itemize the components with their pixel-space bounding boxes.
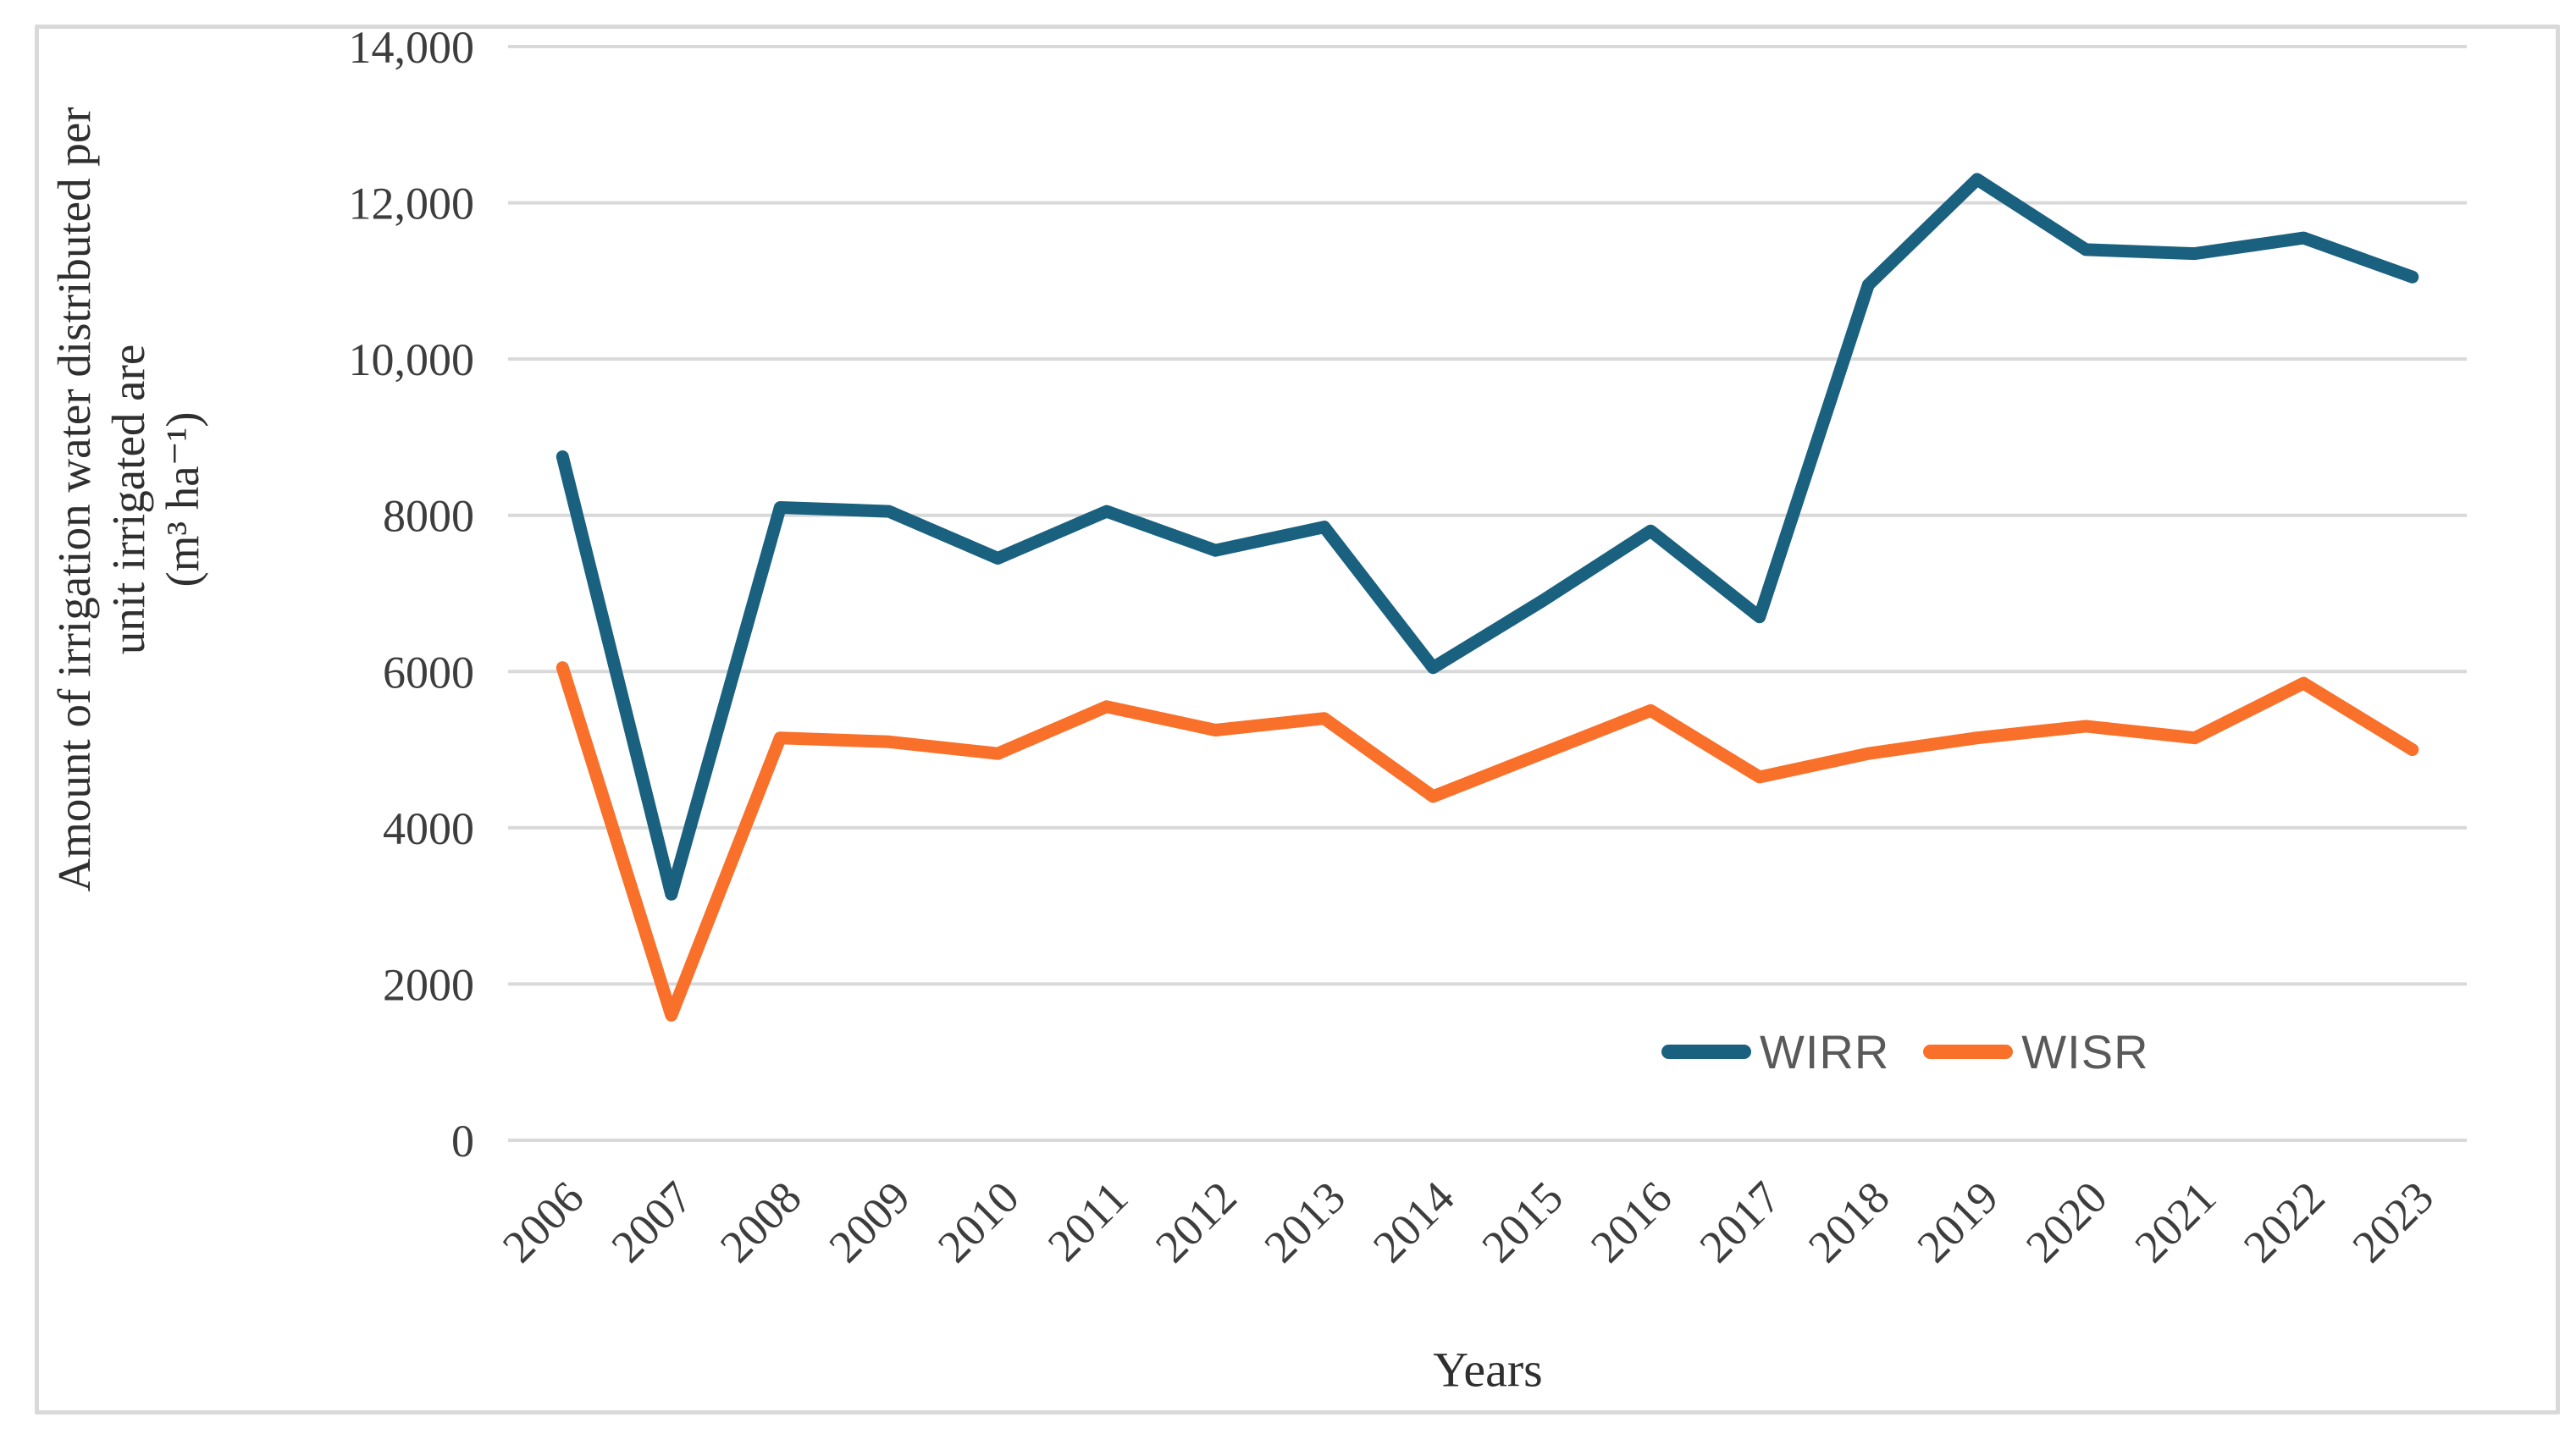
y-tick-label-6000: 6000 <box>383 647 474 698</box>
series-line-wirr <box>556 173 2419 901</box>
x-tick-label-2023: 2023 <box>2342 1172 2443 1272</box>
y-tick-label-2000: 2000 <box>383 959 474 1010</box>
x-tick-label-2016: 2016 <box>1581 1172 1682 1272</box>
series-line-wisr <box>556 661 2419 1022</box>
legend-label-wirr: WIRR <box>1760 1025 1890 1078</box>
x-tick-label-2009: 2009 <box>819 1172 920 1272</box>
x-tick-label-2017: 2017 <box>1689 1172 1790 1272</box>
x-tick-label-2022: 2022 <box>2234 1172 2335 1272</box>
x-tick-label-2015: 2015 <box>1472 1172 1573 1272</box>
y-tick-label-10,000: 10,000 <box>349 334 475 385</box>
chart-outer-border <box>35 25 2560 1415</box>
x-tick-label-2012: 2012 <box>1146 1172 1247 1272</box>
legend-item-wirr: WIRR <box>1661 1024 1889 1079</box>
x-tick-label-2008: 2008 <box>710 1172 811 1272</box>
y-tick-label-14,000: 14,000 <box>349 22 475 73</box>
x-tick-label-2011: 2011 <box>1038 1172 1137 1271</box>
x-tick-label-2006: 2006 <box>493 1172 594 1272</box>
y-tick-label-4000: 4000 <box>383 803 474 854</box>
chart-legend: WIRR WISR <box>1661 1024 2149 1079</box>
x-tick-label-2014: 2014 <box>1363 1172 1464 1272</box>
y-axis-title-line-3: (m³ ha⁻¹) <box>157 411 208 587</box>
y-tick-label-8000: 8000 <box>383 491 474 542</box>
x-tick-label-2018: 2018 <box>1799 1172 1899 1272</box>
legend-item-wisr: WISR <box>1923 1024 2148 1079</box>
x-tick-label-2020: 2020 <box>2016 1172 2117 1272</box>
y-axis-title: Amount of irrigation water distributed p… <box>47 0 210 1067</box>
x-tick-label-2013: 2013 <box>1254 1172 1355 1272</box>
y-axis-title-line-1: Amount of irrigation water distributed p… <box>48 107 100 892</box>
legend-label-wisr: WISR <box>2021 1025 2149 1078</box>
x-tick-label-2007: 2007 <box>601 1172 702 1272</box>
y-tick-label-0: 0 <box>451 1116 474 1167</box>
y-axis-title-line-2: unit irrigated are <box>102 344 154 655</box>
x-tick-label-2010: 2010 <box>928 1172 1029 1272</box>
y-tick-label-12,000: 12,000 <box>349 179 475 229</box>
wirr-line-swatch-icon <box>1661 1045 1751 1059</box>
wisr-line-swatch-icon <box>1923 1045 2014 1059</box>
x-tick-label-2019: 2019 <box>1907 1172 2008 1272</box>
x-axis-title: Years <box>1433 1342 1543 1398</box>
x-tick-label-2021: 2021 <box>2125 1172 2225 1272</box>
